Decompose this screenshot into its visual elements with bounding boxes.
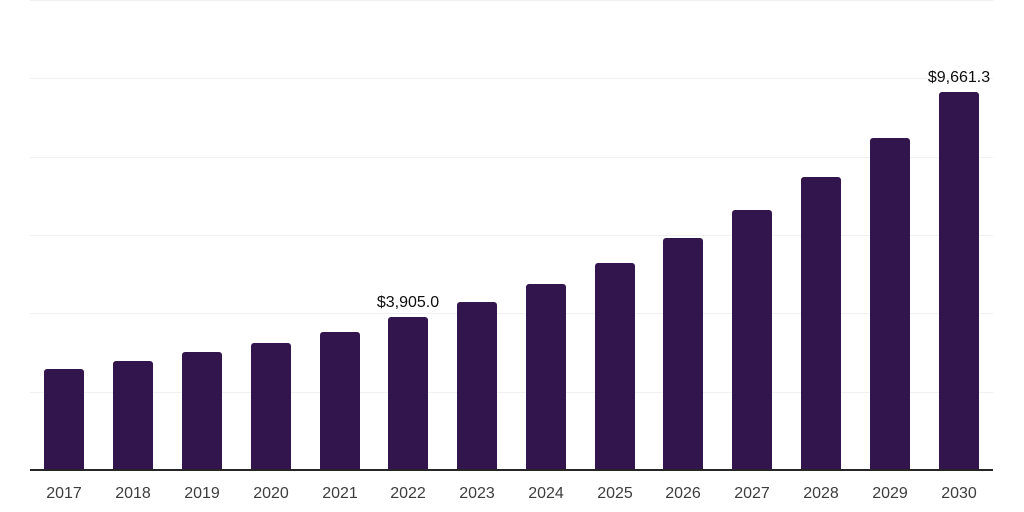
bar-2020 (251, 343, 291, 470)
x-axis-label-2017: 2017 (46, 485, 82, 502)
bar-2029 (870, 138, 910, 470)
bar-2027 (732, 210, 772, 470)
bar-2023 (457, 302, 497, 470)
x-axis-label-2021: 2021 (322, 485, 358, 502)
bar-2018 (113, 361, 153, 470)
gridline-y-12000 (30, 0, 993, 1)
x-axis-label-2019: 2019 (184, 485, 220, 502)
x-axis-label-2023: 2023 (459, 485, 495, 502)
x-axis-label-2018: 2018 (115, 485, 151, 502)
x-axis-line (30, 469, 993, 471)
gridline-y-2000 (30, 392, 993, 393)
bar-2024 (526, 284, 566, 470)
value-label-2022: $3,905.0 (376, 294, 440, 311)
bar-2025 (595, 263, 635, 470)
x-axis-label-2029: 2029 (872, 485, 908, 502)
x-axis-label-2025: 2025 (597, 485, 633, 502)
x-axis-label-2022: 2022 (390, 485, 426, 502)
bar-2022 (388, 317, 428, 470)
gridline-y-4000 (30, 313, 993, 314)
gridline-y-10000 (30, 78, 993, 79)
x-axis-label-2028: 2028 (803, 485, 839, 502)
value-label-2030: $9,661.3 (927, 69, 991, 86)
bar-2021 (320, 332, 360, 470)
x-axis-label-2027: 2027 (734, 485, 770, 502)
x-axis-label-2024: 2024 (528, 485, 564, 502)
bar-2026 (663, 238, 703, 470)
bar-2030 (939, 92, 979, 470)
x-axis-label-2020: 2020 (253, 485, 289, 502)
gridline-y-6000 (30, 235, 993, 236)
bar-2017 (44, 369, 84, 470)
x-axis-label-2026: 2026 (665, 485, 701, 502)
bar-2028 (801, 177, 841, 470)
gridline-y-8000 (30, 157, 993, 158)
x-axis-label-2030: 2030 (941, 485, 977, 502)
bar-2019 (182, 352, 222, 470)
